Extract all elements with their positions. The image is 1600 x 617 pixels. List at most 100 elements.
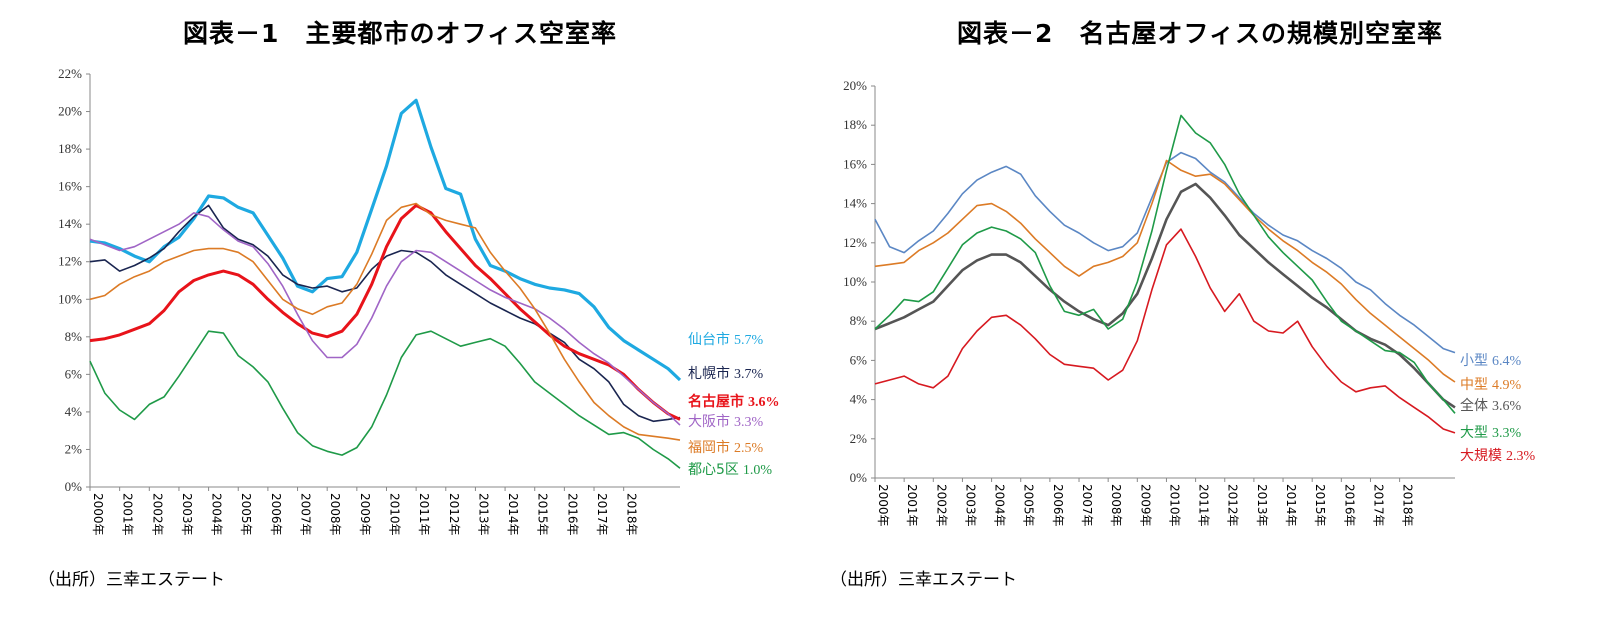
series-label-value: 1.0% [743,463,773,478]
y-tick-label: 6% [65,366,83,381]
series-line-大型 [874,114,1456,414]
y-tick-label: 2% [850,431,868,446]
chart-1-source: （出所）三幸エステート [38,570,225,590]
x-tick-label: 2011年 [1197,484,1211,527]
series-end-label: 大阪市 3.3% [688,413,764,430]
series-label-value: 3.3% [734,415,764,430]
x-tick-label: 2005年 [1022,484,1036,527]
x-tick-label: 2001年 [905,484,919,527]
series-label-name: 全体 [1460,397,1488,414]
series-line-仙台市 [89,98,682,382]
x-tick-label: 2004年 [993,484,1007,527]
series-label-name: 都心5区 [688,462,739,478]
series-line-札幌市 [89,204,681,423]
y-tick-label: 2% [65,441,83,456]
x-tick-label: 2016年 [565,493,579,536]
x-tick-label: 2010年 [387,493,401,536]
series-label-name: 中型 [1460,377,1488,393]
series-end-label: 小型 6.4% [1460,353,1522,369]
x-tick-label: 2008年 [1109,484,1123,527]
series-end-label: 全体 3.6% [1460,397,1522,414]
chart-panel-2: 図表－2 名古屋オフィスの規模別空室率 0% 2% 4% 6% 8% 10% 12% 14% 1… [800,0,1600,617]
x-tick-label: 2015年 [536,493,550,536]
y-tick-label: 20% [58,104,82,119]
series-line-福岡市 [89,202,681,441]
series-label-value: 2.5% [734,441,764,456]
x-tick-label: 2000年 [876,484,890,527]
x-tick-label: 2002年 [150,493,164,536]
series-end-label: 名古屋市 3.6% [688,393,780,410]
chart-panel-1: 図表－1 主要都市のオフィス空室率 0% 2% 4% 6% 8% 10% 12% 14% 16%… [38,19,780,590]
x-tick-label: 2001年 [121,493,135,536]
x-tick-label: 2012年 [447,493,461,536]
y-tick-label: 4% [850,392,868,407]
x-tick-label: 2014年 [506,493,520,536]
series-label-name: 名古屋市 [688,393,744,410]
y-tick-label: 4% [65,404,83,419]
x-tick-label: 2014年 [1284,484,1298,527]
x-tick-label: 2009年 [1138,484,1152,527]
chart-1-title: 図表－1 主要都市のオフィス空室率 [183,19,617,48]
series-end-label: 大規模 2.3% [1460,448,1536,464]
x-tick-label: 2018年 [1401,484,1415,527]
series-line-全体 [874,182,1456,409]
series-line-都心5区 [89,330,681,469]
series-end-label: 札幌市 3.7% [688,365,764,382]
y-tick-label: 10% [843,274,867,289]
y-tick-label: 12% [843,235,867,250]
series-line-中型 [874,159,1456,383]
series-label-name: 大型 [1460,425,1488,441]
series-label-name: 札幌市 [688,365,730,382]
y-tick-label: 18% [843,117,867,132]
series-label-name: 大阪市 [688,413,730,430]
series-label-name: 福岡市 [688,439,730,456]
x-tick-label: 2017年 [595,493,609,536]
y-tick-label: 0% [850,470,868,485]
x-tick-label: 2010年 [1167,484,1181,527]
series-label-name: 大規模 [1460,448,1502,464]
series-line-大規模 [874,228,1456,434]
x-tick-label: 2018年 [625,493,639,536]
series-label-value: 2.3% [1506,449,1536,464]
series-end-label: 都心5区 1.0% [688,462,772,478]
y-tick-label: 14% [843,196,867,211]
series-line-名古屋市 [89,203,681,421]
y-tick-label: 22% [58,66,82,81]
series-end-label: 中型 4.9% [1460,377,1522,393]
x-tick-label: 2013年 [1255,484,1269,527]
y-tick-label: 20% [843,78,867,93]
x-tick-label: 2007年 [299,493,313,536]
y-tick-label: 10% [58,291,82,306]
chart-1-svg: 0% 2% 4% 6% 8% 10% 12% 14% 16% 18% 20% 22% 2000年 2001… [58,66,780,536]
x-tick-label: 2006年 [269,493,283,536]
x-tick-label: 2008年 [328,493,342,536]
y-tick-label: 6% [850,352,868,367]
chart-2-source: （出所）三幸エステート [830,570,1017,590]
series-label-name: 小型 [1460,353,1488,369]
y-tick-label: 14% [58,216,82,231]
x-tick-label: 2011年 [417,493,431,536]
x-tick-label: 2002年 [934,484,948,527]
y-tick-label: 12% [58,254,82,269]
series-line-小型 [874,151,1456,354]
series-end-label: 福岡市 2.5% [688,439,764,456]
series-label-value: 3.6% [1492,399,1522,414]
series-label-value: 4.9% [1492,378,1522,393]
x-tick-label: 2016年 [1342,484,1356,527]
chart-2-svg: 0% 2% 4% 6% 8% 10% 12% 14% 16% 18% 20% 2000年 2001年 20… [843,78,1536,527]
y-tick-label: 0% [65,479,83,494]
x-tick-label: 2007年 [1080,484,1094,527]
series-label-name: 仙台市 [688,331,730,348]
x-tick-label: 2006年 [1051,484,1065,527]
y-tick-label: 8% [850,313,868,328]
x-tick-label: 2015年 [1313,484,1327,527]
series-label-value: 6.4% [1492,354,1522,369]
series-line-大阪市 [89,212,681,426]
x-tick-label: 2000年 [91,493,105,536]
x-tick-label: 2004年 [210,493,224,536]
y-tick-label: 16% [58,179,82,194]
chart-2-title: 図表－2 名古屋オフィスの規模別空室率 [957,19,1443,48]
series-label-value: 3.7% [734,367,764,382]
series-end-label: 大型 3.3% [1460,425,1522,441]
x-tick-label: 2003年 [963,484,977,527]
